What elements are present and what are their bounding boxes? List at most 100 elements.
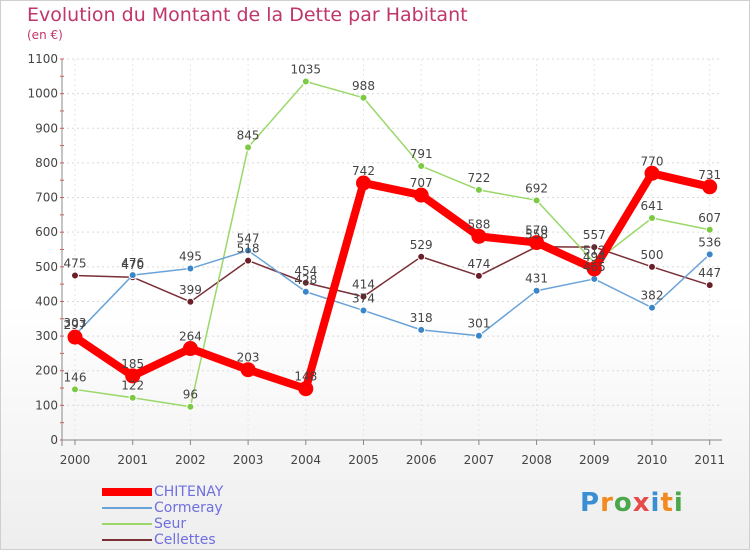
data-label-cellettes: 474 (467, 257, 490, 271)
y-tick-label: 400 (35, 294, 58, 308)
legend-item-cellettes: Cellettes (102, 532, 302, 548)
y-tick-label: 700 (35, 191, 58, 205)
x-tick-label: 2007 (464, 453, 495, 467)
point-seur (71, 385, 79, 394)
data-label-chitenay: 570 (525, 224, 548, 238)
point-cellettes (705, 281, 714, 290)
point-cellettes (244, 256, 253, 265)
legend-label: CHITENAY (154, 484, 224, 500)
y-tick-label: 300 (35, 329, 58, 343)
x-tick-label: 2008 (521, 453, 552, 467)
legend-item-cormeray: Cormeray (102, 500, 302, 516)
chart-unit: (en €) (27, 28, 63, 42)
legend-swatch (102, 539, 152, 541)
data-label-cormeray: 536 (698, 235, 721, 249)
y-tick-label: 0 (50, 433, 58, 447)
data-label-cellettes: 500 (641, 248, 664, 262)
point-cormeray (186, 264, 195, 273)
legend: CHITENAY Cormeray Seur Cellettes (102, 484, 302, 548)
point-chitenay (182, 341, 198, 357)
y-tick-label: 900 (35, 121, 58, 135)
data-label-chitenay: 185 (121, 357, 144, 371)
y-tick-label: 800 (35, 156, 58, 170)
legend-label: Seur (154, 516, 187, 532)
point-cormeray (301, 287, 310, 296)
x-tick-label: 2001 (117, 453, 148, 467)
data-label-chitenay: 297 (64, 318, 87, 332)
data-label-cormeray: 428 (294, 273, 317, 287)
data-label-seur: 1035 (291, 63, 322, 77)
data-label-cormeray: 374 (352, 291, 375, 305)
point-cormeray (359, 306, 368, 315)
legend-swatch (102, 507, 152, 509)
data-label-cormeray: 382 (641, 289, 664, 303)
data-label-seur: 641 (641, 199, 664, 213)
legend-label: Cellettes (154, 532, 216, 548)
data-label-seur: 122 (121, 379, 144, 393)
data-label-cormeray: 318 (410, 311, 433, 325)
point-cellettes (417, 252, 426, 261)
data-label-cellettes: 414 (352, 278, 375, 292)
point-cormeray (417, 325, 426, 334)
data-label-cellettes: 558 (525, 228, 548, 242)
point-seur (417, 162, 426, 171)
x-tick-label: 2005 (348, 453, 379, 467)
logo-letter: o (613, 488, 633, 518)
point-cormeray (474, 331, 483, 340)
point-seur (301, 77, 310, 86)
data-label-chitenay: 203 (237, 351, 260, 365)
data-label-cellettes: 454 (294, 264, 317, 278)
point-chitenay (67, 329, 83, 345)
series-line-cormeray (74, 249, 711, 337)
data-label-chitenay: 731 (698, 168, 721, 182)
data-label-cormeray: 431 (525, 272, 548, 286)
data-label-seur: 146 (64, 370, 87, 384)
point-cellettes (186, 297, 195, 306)
data-label-cellettes: 447 (698, 266, 721, 280)
logo-letter: x (632, 488, 651, 518)
y-tick-label: 1000 (27, 87, 58, 101)
y-tick-label: 500 (35, 260, 58, 274)
point-cellettes (301, 278, 310, 287)
legend-item-seur: Seur (102, 516, 302, 532)
x-tick-label: 2003 (233, 453, 264, 467)
x-tick-label: 2009 (579, 453, 610, 467)
data-label-cormeray: 465 (583, 260, 606, 274)
chart-title: Evolution du Montant de la Dette par Hab… (27, 4, 468, 26)
data-label-cormeray: 476 (121, 256, 144, 270)
x-tick-label: 2004 (291, 453, 322, 467)
point-seur (532, 196, 541, 205)
point-chitenay (125, 368, 141, 384)
x-tick-label: 2006 (406, 453, 437, 467)
x-tick-label: 2010 (637, 453, 668, 467)
data-label-cormeray: 547 (237, 232, 260, 246)
logo-letter: t (660, 488, 674, 518)
data-label-cormeray: 303 (64, 316, 87, 330)
legend-item-chitenay: CHITENAY (102, 484, 302, 500)
point-cellettes (590, 243, 599, 252)
point-cellettes (648, 262, 656, 271)
data-label-cellettes: 557 (583, 228, 606, 242)
legend-swatch (102, 488, 152, 496)
point-cormeray (648, 303, 656, 312)
data-label-seur: 607 (698, 211, 721, 225)
point-cormeray (128, 271, 137, 280)
point-seur (705, 225, 714, 234)
point-chitenay (644, 165, 660, 181)
point-cormeray (244, 246, 253, 255)
point-seur (186, 402, 195, 411)
x-tick-label: 2000 (60, 453, 91, 467)
y-tick-label: 100 (35, 398, 58, 412)
data-label-seur: 988 (352, 79, 375, 93)
x-tick-label: 2011 (694, 453, 725, 467)
data-label-cellettes: 475 (64, 256, 87, 270)
logo-letter: i (673, 488, 684, 518)
point-seur (128, 393, 137, 402)
data-label-seur: 692 (525, 181, 548, 195)
point-chitenay (356, 175, 371, 191)
data-label-cellettes: 518 (237, 242, 260, 256)
data-label-chitenay: 264 (179, 330, 202, 344)
logo-letter: r (600, 488, 614, 518)
data-label-cellettes: 470 (121, 258, 144, 272)
